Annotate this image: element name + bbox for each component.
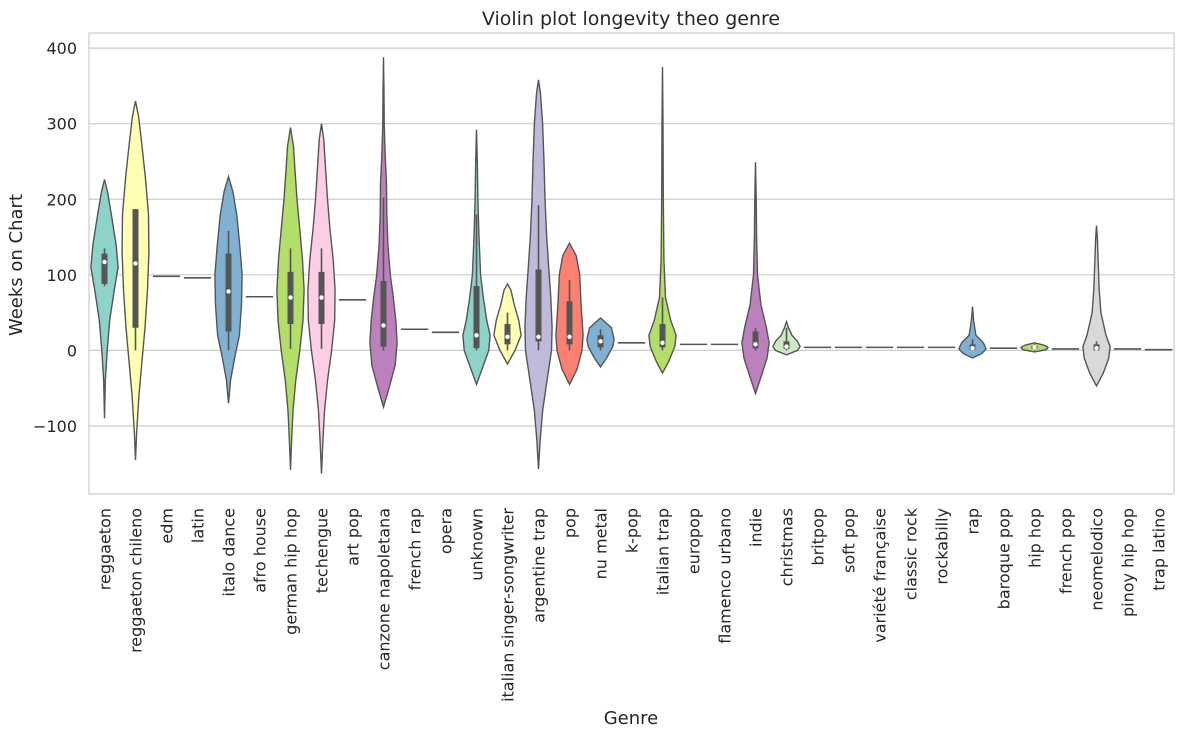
violin-italo-dance (214, 174, 243, 404)
violin-median (226, 289, 231, 294)
y-tick-label: 100 (46, 266, 77, 285)
y-axis-label: Weeks on Chart (6, 194, 27, 336)
violin-hip-hop (1019, 342, 1050, 353)
violin-reggaeton (90, 179, 119, 419)
violin-median (133, 261, 138, 266)
x-tick-label: italian singer-songwriter (499, 508, 518, 702)
violin-techengue (307, 123, 336, 474)
violin-body (741, 162, 770, 396)
x-tick-label: reggaeton chileno (127, 508, 146, 653)
violin-median (319, 295, 324, 300)
x-tick-label: flamenco urbano (716, 508, 735, 644)
x-tick-label: indie (747, 508, 766, 547)
x-tick-label: canzone napoletana (375, 508, 394, 670)
violin-nu-metal (586, 316, 615, 369)
violin-italian-singer-songwriter (493, 282, 522, 366)
x-tick-label: argentine trap (530, 508, 549, 623)
x-tick-label: techengue (313, 508, 332, 593)
chart-title: Violin plot longevity theo genre (482, 8, 780, 30)
violin-german-hip-hop (276, 127, 305, 470)
violin-body (958, 306, 987, 359)
x-tick-label: baroque pop (995, 508, 1014, 609)
x-tick-label: hip hop (1026, 508, 1045, 568)
x-tick-label: german hip hop (282, 508, 301, 635)
violin-median (660, 340, 665, 346)
violin-median (598, 339, 603, 344)
violin-unknown (462, 129, 491, 387)
violin-neomelodico (1082, 225, 1111, 388)
violin-median (753, 342, 758, 347)
violin-median (102, 259, 107, 265)
x-tick-label: edm (158, 508, 177, 544)
violin-series (90, 57, 1173, 474)
x-tick-label: variété française (871, 508, 890, 643)
violin-rap (958, 306, 987, 359)
x-tick-label: rockabilly (933, 508, 952, 585)
violin-median (970, 345, 975, 351)
violin-body (90, 179, 119, 419)
x-axis-label: Genre (604, 708, 659, 729)
x-tick-label: opera (437, 508, 456, 554)
y-tick-label: 200 (46, 190, 77, 209)
violin-italian-trap (648, 66, 677, 375)
x-tick-label: k-pop (623, 508, 642, 553)
y-gridlines (89, 47, 1174, 427)
x-tick-label: christmas (778, 508, 797, 586)
y-tick-label: 0 (67, 341, 77, 360)
violin-median (1094, 345, 1099, 351)
violin-median (567, 334, 572, 340)
violin-argentine-trap (524, 79, 553, 470)
x-tick-label: classic rock (902, 507, 921, 600)
x-tick-label: neomelodico (1088, 508, 1107, 611)
x-tick-label: french pop (1057, 508, 1076, 594)
x-tick-label: reggaeton (96, 508, 115, 590)
violin-body (648, 66, 677, 375)
x-tick-label: unknown (468, 508, 487, 581)
x-tick-label: pinoy hip hop (1119, 508, 1138, 617)
violin-median (536, 334, 541, 340)
x-tick-label: britpop (809, 508, 828, 566)
x-tick-label: latin (189, 508, 208, 543)
violin-median (1032, 345, 1037, 350)
violin-canzone-napoletana (369, 57, 398, 410)
x-tick-label: french rap (406, 508, 425, 590)
y-tick-label: 300 (46, 115, 77, 134)
x-tick-label: art pop (344, 508, 363, 566)
x-tick-label: rap (964, 508, 983, 535)
violin-pop (555, 241, 584, 386)
x-tick-label: nu metal (592, 508, 611, 579)
violin-indie (741, 162, 770, 396)
x-tick-label: trap latino (1150, 508, 1169, 591)
x-tick-label: soft pop (840, 508, 859, 573)
plot-frame (88, 32, 1175, 495)
violin-median (288, 295, 293, 300)
x-tick-labels: reggaeton reggaeton chileno edm latin italo … (96, 507, 1169, 702)
violin-christmas (772, 319, 801, 356)
violin-median (784, 344, 789, 349)
violin-median (381, 323, 386, 328)
y-tick-label: −100 (33, 417, 77, 436)
x-tick-label: afro house (251, 508, 270, 593)
violin-reggaeton-chileno (121, 100, 150, 461)
y-tick-labels: −100 0 100 200 300 400 (33, 39, 77, 436)
x-tick-label: italo dance (220, 508, 239, 597)
x-tick-label: italian trap (654, 508, 673, 595)
violin-body (1082, 225, 1111, 388)
violin-median (505, 334, 510, 340)
x-tick-label: europop (685, 508, 704, 574)
x-tick-label: pop (561, 508, 580, 538)
y-tick-label: 400 (46, 39, 77, 58)
violin-median (474, 333, 479, 338)
